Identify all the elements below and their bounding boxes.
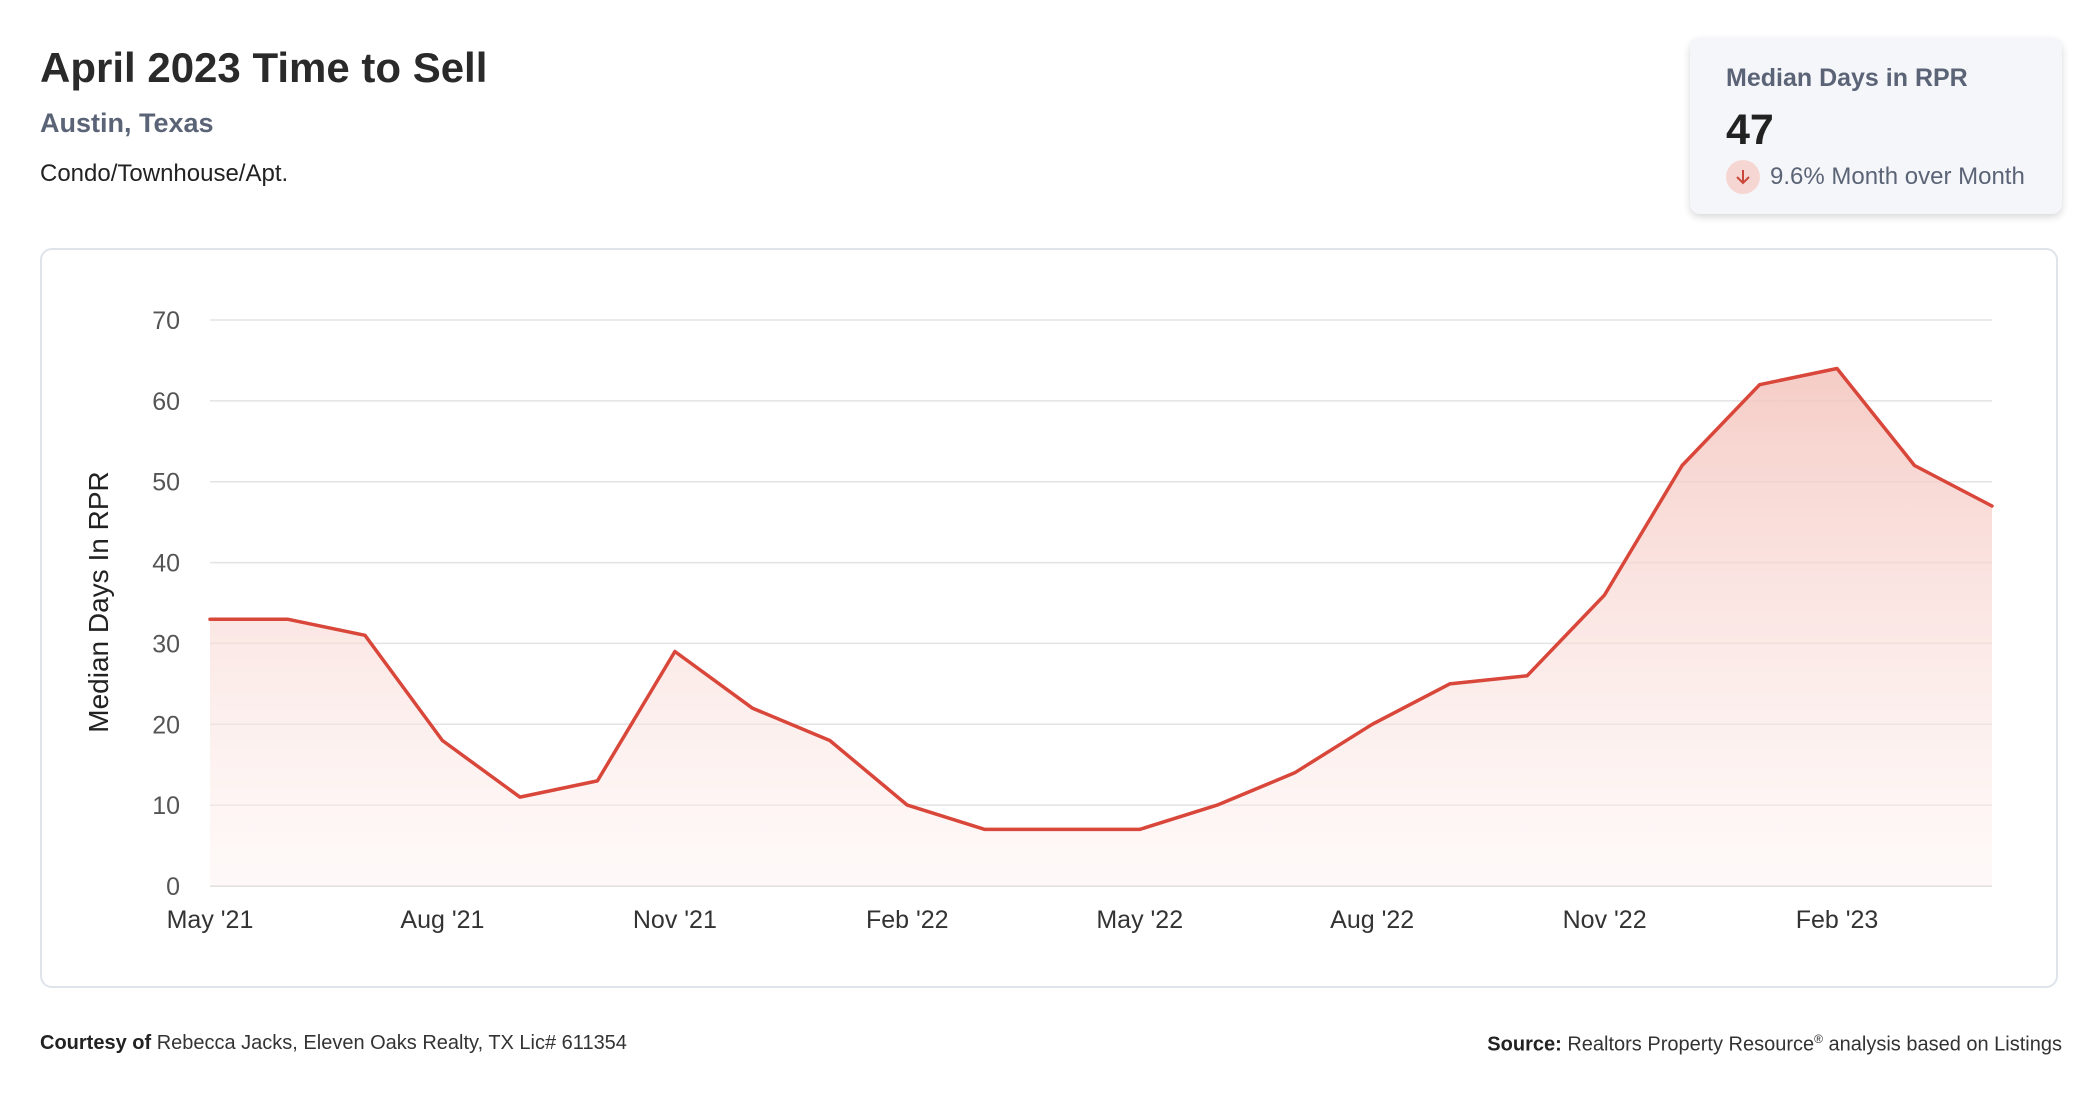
series-line (208, 366, 1994, 832)
y-axis-label: Median Days In RPR (83, 471, 114, 732)
y-tick-label: 30 (152, 630, 180, 658)
arrow-down-icon (1726, 160, 1760, 194)
stat-value: 47 (1726, 106, 1774, 154)
source-label: Source: (1487, 1033, 1562, 1056)
courtesy-label: Courtesy of (40, 1032, 152, 1054)
x-tick-label: Feb '23 (1796, 906, 1879, 934)
page-title: April 2023 Time to Sell (40, 44, 488, 91)
stat-change-text: 9.6% Month over Month (1770, 163, 2025, 190)
stat-label: Median Days in RPR (1726, 64, 1968, 92)
x-tick-label: Aug '22 (1330, 906, 1414, 934)
y-tick-label: 10 (152, 792, 180, 820)
registered-mark: ® (1814, 1032, 1823, 1046)
y-tick-label: 70 (152, 307, 180, 335)
y-tick-label: 40 (152, 550, 180, 578)
x-tick-label: Feb '22 (866, 906, 949, 934)
y-tick-label: 0 (166, 873, 180, 901)
property-type: Condo/Townhouse/Apt. (40, 160, 289, 187)
stat-change: 9.6% Month over Month (1726, 160, 2025, 194)
source-text: Realtors Property Resource (1567, 1033, 1815, 1056)
x-tick-label: May '21 (167, 906, 254, 934)
x-tick-label: May '22 (1096, 906, 1183, 934)
chart-panel: 0 10 20 30 40 50 60 70 May '21 Aug '21 Nov '21 Feb… (40, 248, 2058, 988)
series-area-fill (210, 368, 1992, 886)
y-tick-label: 60 (152, 388, 180, 416)
courtesy-footer: Courtesy of Rebecca Jacks, Eleven Oaks R… (40, 1032, 627, 1055)
x-tick-label: Nov '22 (1563, 906, 1647, 934)
x-tick-label: Nov '21 (633, 906, 717, 934)
median-days-card: Median Days in RPR 47 9.6% Month over Mo… (1690, 38, 2062, 214)
y-tick-label: 50 (152, 469, 180, 497)
courtesy-text: Rebecca Jacks, Eleven Oaks Realty, TX Li… (156, 1032, 627, 1054)
x-tick-label: Aug '21 (400, 906, 484, 934)
time-to-sell-chart: 0 10 20 30 40 50 60 70 May '21 Aug '21 Nov '21 Feb… (83, 307, 1994, 934)
location-subtitle: Austin, Texas (40, 108, 214, 138)
source-footer: Source: Realtors Property Resource® anal… (1487, 1032, 2062, 1057)
source-suffix: analysis based on Listings (1828, 1033, 2062, 1056)
y-tick-label: 20 (152, 711, 180, 739)
